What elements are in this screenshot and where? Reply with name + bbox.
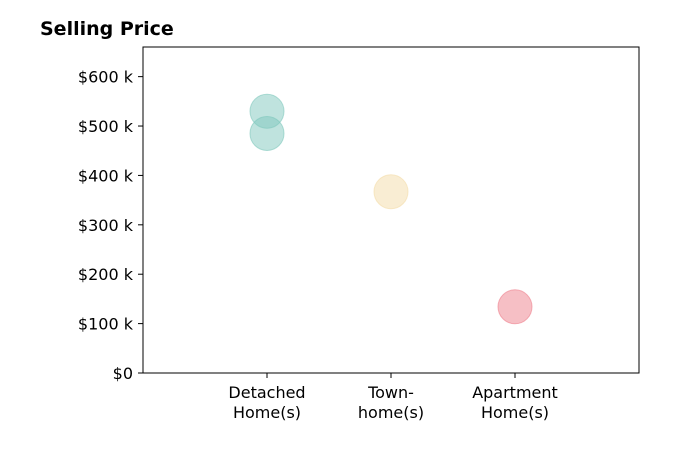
- data-point: [373, 174, 409, 210]
- data-points: [249, 93, 533, 325]
- x-tick-label: Detached: [228, 383, 305, 402]
- y-axis: $0 $100 k $200 k $300 k $400 k $500 k $600 k: [78, 68, 143, 383]
- y-tick-label: $0: [113, 364, 133, 383]
- x-tick-label: home(s): [358, 403, 424, 422]
- data-point: [249, 115, 285, 151]
- x-tick-label: Home(s): [481, 403, 549, 422]
- plot-frame: [142, 46, 640, 374]
- y-tick-label: $500 k: [78, 117, 134, 136]
- y-tick-label: $100 k: [78, 315, 134, 334]
- chart-title: Selling Price: [40, 18, 174, 40]
- y-tick-label: $600 k: [78, 68, 134, 87]
- y-tick-label: $400 k: [78, 166, 134, 185]
- x-tick-label: Town-: [367, 383, 414, 402]
- x-tick-label: Apartment: [472, 383, 558, 402]
- data-point: [497, 289, 533, 325]
- x-axis: DetachedHome(s)Town-home(s)ApartmentHome…: [228, 373, 558, 422]
- y-tick-label: $300 k: [78, 216, 134, 235]
- x-tick-label: Home(s): [233, 403, 301, 422]
- y-tick-label: $200 k: [78, 265, 134, 284]
